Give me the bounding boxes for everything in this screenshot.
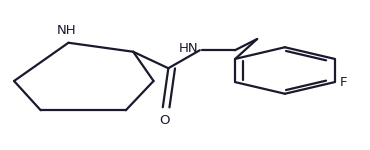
- Text: F: F: [340, 76, 348, 89]
- Text: NH: NH: [57, 24, 77, 38]
- Text: O: O: [159, 114, 170, 127]
- Text: HN: HN: [178, 42, 198, 55]
